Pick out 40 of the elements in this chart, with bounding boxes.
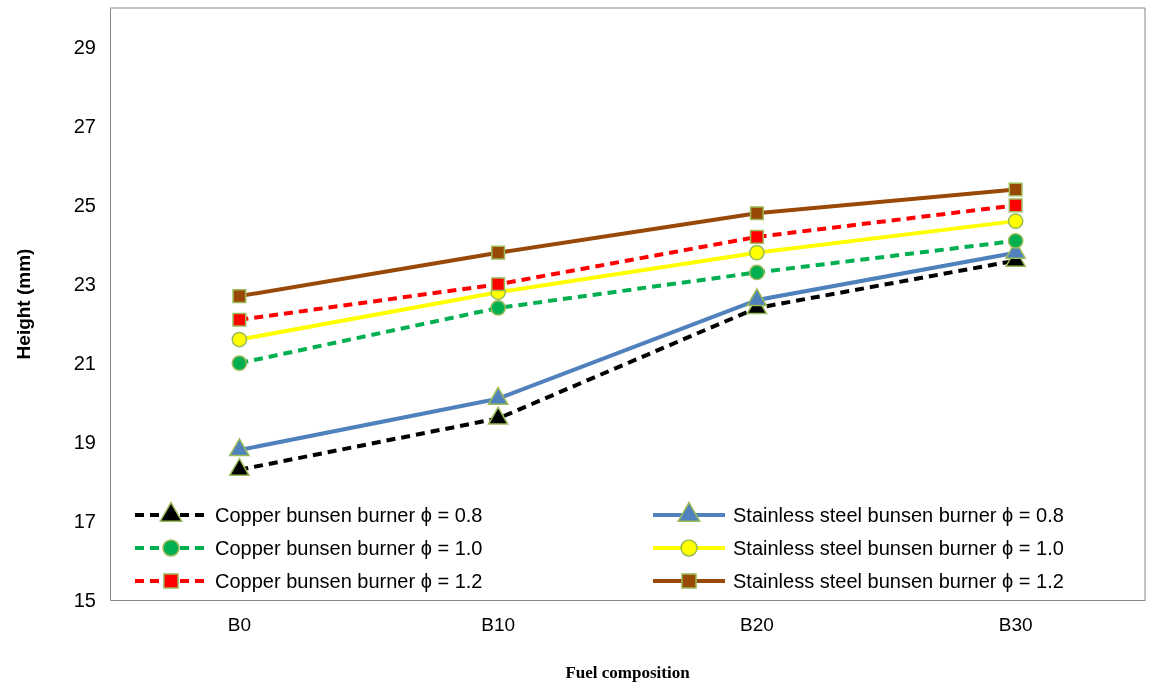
point (746, 288, 768, 307)
point (229, 438, 250, 457)
y-tick-label: 27 (73, 115, 96, 138)
legend-label: Stainless steel bunsen burner ϕ = 1.0 (733, 537, 1064, 559)
x-tick-label: B30 (998, 614, 1033, 636)
x-tick-label: B10 (481, 614, 516, 636)
point (232, 289, 247, 304)
point (490, 300, 507, 316)
point (231, 331, 248, 348)
point (1008, 182, 1023, 197)
point (1007, 232, 1024, 249)
point (487, 386, 509, 406)
legend-label: Stainless steel bunsen burner ϕ = 1.2 (733, 570, 1064, 592)
point (1007, 213, 1024, 229)
point (231, 355, 248, 372)
point (748, 264, 765, 281)
point (487, 406, 509, 425)
y-tick-label: 17 (73, 509, 96, 532)
y-tick-label: 23 (73, 273, 96, 296)
y-tick-label: 25 (73, 194, 96, 217)
point (491, 245, 506, 260)
legend-label: Copper bunsen burner ϕ = 0.8 (215, 504, 483, 526)
legend-label: Stainless steel bunsen burner ϕ = 0.8 (733, 504, 1064, 526)
y-tick-label: 21 (73, 352, 96, 375)
y-tick-label: 29 (73, 36, 96, 59)
legend-label: Copper bunsen burner ϕ = 1.0 (215, 537, 483, 559)
y-tick-label: 15 (73, 588, 96, 611)
y-axis-title: Height (mm) (13, 248, 34, 360)
point (749, 229, 764, 244)
x-tick-label: B0 (227, 614, 251, 636)
legend-label: Copper bunsen burner ϕ = 1.2 (215, 570, 483, 592)
point (232, 312, 247, 327)
x-axis-title: Fuel composition (565, 663, 691, 682)
point (1008, 198, 1023, 213)
point (491, 277, 506, 292)
x-tick-label: B20 (739, 614, 774, 636)
y-tick-label: 19 (73, 431, 96, 454)
point (229, 457, 250, 477)
point (748, 244, 765, 261)
point (749, 206, 764, 221)
